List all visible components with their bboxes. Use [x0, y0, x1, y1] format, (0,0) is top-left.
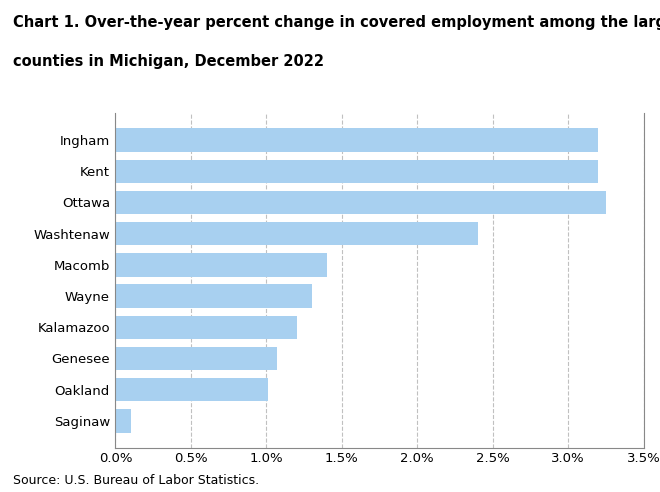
- Bar: [115, 347, 277, 370]
- Bar: [115, 315, 296, 339]
- Bar: [115, 409, 131, 432]
- Bar: [115, 159, 598, 183]
- Bar: [115, 191, 606, 214]
- Bar: [115, 222, 478, 246]
- Text: counties in Michigan, December 2022: counties in Michigan, December 2022: [13, 54, 324, 69]
- Bar: [115, 284, 312, 308]
- Text: Source: U.S. Bureau of Labor Statistics.: Source: U.S. Bureau of Labor Statistics.: [13, 474, 259, 487]
- Bar: [115, 378, 268, 401]
- Text: Chart 1. Over-the-year percent change in covered employment among the largest: Chart 1. Over-the-year percent change in…: [13, 15, 660, 30]
- Bar: [115, 253, 327, 277]
- Bar: [115, 128, 598, 152]
